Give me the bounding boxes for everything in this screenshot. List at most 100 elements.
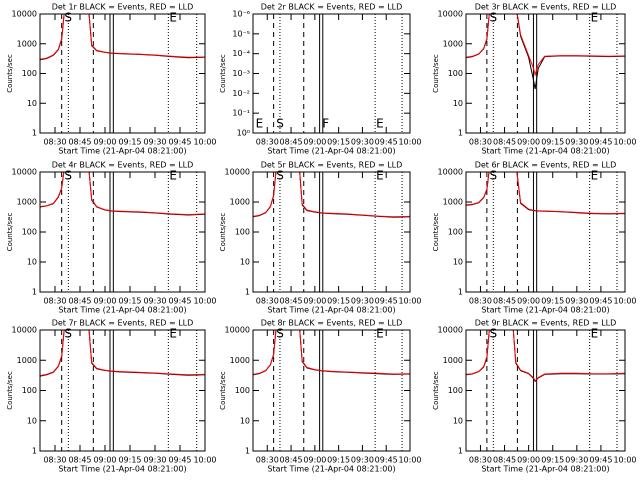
- x-tick-label: 08:30: [256, 138, 279, 147]
- marker-letter: E: [169, 169, 177, 183]
- x-tick-label: 09:00: [517, 456, 540, 465]
- y-tick-label: 10⁻³: [232, 69, 250, 78]
- x-tick-label: 09:30: [565, 138, 588, 147]
- marker-letter: S: [489, 327, 497, 341]
- panel: Det 1r BLACK = Events, RED = LLD Counts/s…: [6, 3, 217, 156]
- x-tick-label: 09:30: [565, 297, 588, 306]
- chart-title: Det 7r BLACK = Events, RED = LLD: [52, 319, 194, 328]
- x-tick-label: 09:45: [589, 297, 612, 306]
- y-tick-label: 1: [32, 447, 37, 456]
- x-tick-label: 08:30: [469, 297, 492, 306]
- x-tick-label: 09:45: [375, 138, 398, 147]
- plot-frame: [252, 13, 411, 134]
- chart-title: Det 2r BLACK = Events, RED = LLD: [261, 3, 403, 12]
- y-tick-label: 100: [22, 228, 37, 237]
- x-tick-label: 10:00: [613, 456, 636, 465]
- marker-letter: S: [276, 117, 284, 131]
- x-tick-label: 09:15: [118, 138, 141, 147]
- chart-title: Det 9r BLACK = Events, RED = LLD: [475, 319, 617, 328]
- x-tick-label: 09:30: [351, 456, 374, 465]
- marker-letter: S: [64, 327, 72, 341]
- y-axis-label: Counts/sec: [219, 54, 227, 93]
- series-line: [253, 172, 410, 218]
- plot-frame: [465, 171, 626, 293]
- plot-frame: [39, 13, 206, 134]
- x-tick-label: 08:45: [280, 297, 303, 306]
- marker-letter: S: [276, 327, 284, 341]
- chart-title: Det 5r BLACK = Events, RED = LLD: [261, 161, 403, 170]
- panel: Det 9r BLACK = Events, RED = LLD Counts/s…: [432, 319, 637, 474]
- y-tick-label: 1000: [230, 356, 250, 365]
- y-tick-label: 10⁻¹: [232, 109, 250, 118]
- x-tick-label: 08:30: [469, 138, 492, 147]
- chart-title: Det 4r BLACK = Events, RED = LLD: [52, 161, 194, 170]
- x-axis-label: Start Time (21-Apr-04 08:21:00): [267, 306, 395, 315]
- y-tick-label: 10000: [12, 326, 37, 335]
- y-axis-label: Counts/sec: [6, 213, 14, 252]
- plot-frame: [252, 171, 411, 293]
- y-tick-label: 10⁰: [237, 129, 250, 138]
- x-tick-label: 09:30: [351, 138, 374, 147]
- y-tick-label: 1: [32, 129, 37, 138]
- chart-title: Det 8r BLACK = Events, RED = LLD: [261, 319, 403, 328]
- y-tick-label: 10: [27, 99, 37, 108]
- marker-letter: E: [376, 169, 384, 183]
- series-line: [466, 330, 625, 382]
- panel: Det 7r BLACK = Events, RED = LLD Counts/s…: [6, 319, 217, 474]
- y-tick-label: 1000: [17, 198, 37, 207]
- y-tick-label: 1: [245, 288, 250, 297]
- plot-frame: [465, 13, 626, 134]
- x-tick-label: 09:00: [517, 297, 540, 306]
- x-tick-label: 09:30: [143, 138, 166, 147]
- x-tick-label: 09:15: [327, 138, 350, 147]
- plot-frame: [39, 329, 206, 452]
- x-tick-label: 09:00: [93, 138, 116, 147]
- x-tick-label: 09:15: [118, 456, 141, 465]
- x-tick-label: 08:45: [280, 138, 303, 147]
- chart-title: Det 6r BLACK = Events, RED = LLD: [475, 161, 617, 170]
- marker-letter: E: [376, 327, 384, 341]
- y-tick-label: 1000: [230, 198, 250, 207]
- y-tick-label: 10000: [225, 326, 250, 335]
- x-tick-label: 09:00: [517, 138, 540, 147]
- x-tick-label: 10:00: [398, 138, 421, 147]
- y-tick-label: 100: [22, 386, 37, 395]
- x-tick-label: 10:00: [193, 297, 216, 306]
- panel: Det 3r BLACK = Events, RED = LLD Counts/s…: [432, 3, 637, 156]
- x-tick-label: 10:00: [613, 297, 636, 306]
- x-axis-label: Start Time (21-Apr-04 08:21:00): [267, 465, 395, 474]
- x-axis-label: Start Time (21-Apr-04 08:21:00): [58, 465, 186, 474]
- y-axis-label: Counts/sec: [432, 213, 440, 252]
- x-tick-label: 10:00: [398, 456, 421, 465]
- x-tick-label: 08:45: [68, 456, 91, 465]
- y-tick-label: 10000: [438, 168, 463, 177]
- x-tick-label: 10:00: [398, 297, 421, 306]
- marker-letter: E: [376, 117, 384, 131]
- y-tick-label: 10: [240, 416, 250, 425]
- y-tick-label: 1: [458, 288, 463, 297]
- x-tick-label: 09:00: [303, 297, 326, 306]
- marker-letter: E: [591, 327, 599, 341]
- marker-letter: S: [64, 11, 72, 25]
- y-tick-label: 10000: [225, 168, 250, 177]
- x-tick-label: 08:45: [68, 297, 91, 306]
- y-tick-label: 100: [22, 69, 37, 78]
- y-tick-label: 10⁻⁶: [232, 10, 250, 19]
- y-axis-label: Counts/sec: [432, 371, 440, 410]
- x-tick-label: 08:45: [280, 456, 303, 465]
- x-tick-label: 08:45: [493, 297, 516, 306]
- y-tick-label: 1: [458, 447, 463, 456]
- marker-letter: E: [591, 11, 599, 25]
- plot-frame: [465, 329, 626, 452]
- x-tick-label: 09:00: [303, 138, 326, 147]
- y-tick-label: 10000: [438, 10, 463, 19]
- y-tick-label: 100: [235, 228, 250, 237]
- x-tick-label: 09:30: [143, 456, 166, 465]
- x-tick-label: 09:15: [541, 456, 564, 465]
- y-tick-label: 1: [32, 288, 37, 297]
- y-tick-label: 1000: [443, 39, 463, 48]
- x-tick-label: 08:45: [493, 138, 516, 147]
- x-axis-label: Start Time (21-Apr-04 08:21:00): [481, 147, 609, 156]
- panel: Det 5r BLACK = Events, RED = LLD Counts/s…: [219, 161, 422, 315]
- x-tick-label: 08:30: [43, 456, 66, 465]
